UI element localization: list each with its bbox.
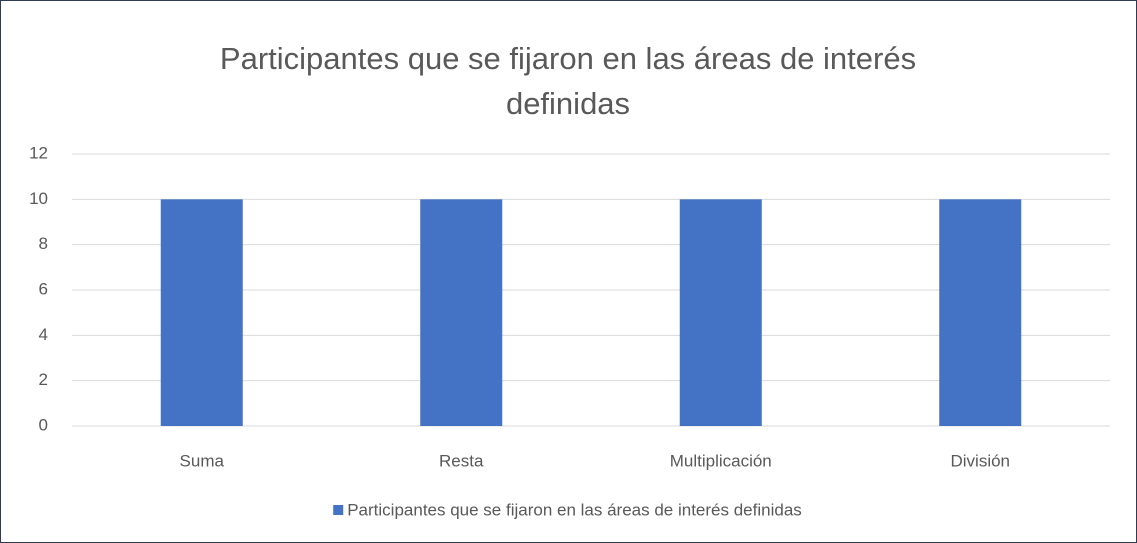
x-tick-label: Suma bbox=[180, 451, 225, 470]
chart-title: Participantes que se fijaron en las área… bbox=[219, 41, 917, 121]
bar bbox=[679, 199, 762, 426]
bar bbox=[160, 199, 243, 426]
y-tick-label: 2 bbox=[39, 370, 48, 389]
x-tick-label: Multiplicación bbox=[670, 451, 772, 470]
legend-label: Participantes que se fijaron en las área… bbox=[347, 500, 802, 519]
bar bbox=[420, 199, 503, 426]
x-tick-label: Resta bbox=[439, 451, 484, 470]
y-tick-label: 12 bbox=[29, 143, 48, 162]
x-tick-label: División bbox=[950, 451, 1010, 470]
y-tick-label: 6 bbox=[39, 279, 48, 298]
y-tick-label: 10 bbox=[29, 189, 48, 208]
y-tick-label: 4 bbox=[39, 325, 48, 344]
y-tick-label: 0 bbox=[39, 415, 48, 434]
y-tick-label: 8 bbox=[39, 234, 48, 253]
bar bbox=[939, 199, 1022, 426]
legend-swatch bbox=[333, 505, 344, 515]
